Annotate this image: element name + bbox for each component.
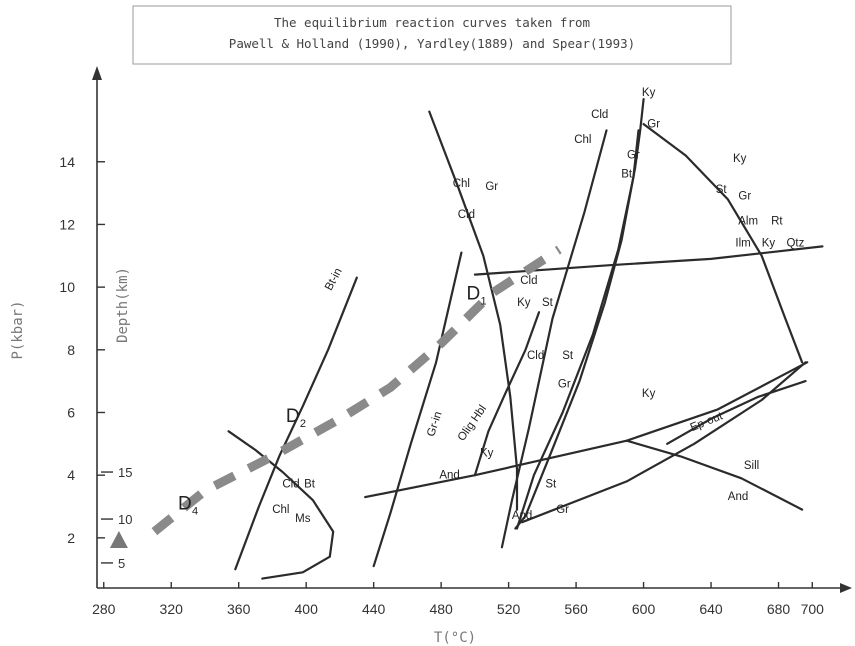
curve-label: Chl [453, 178, 470, 190]
reaction-curve-7 [514, 98, 645, 530]
y-tick-label: 8 [67, 342, 75, 358]
x-ticks: 280 320 360 400 440 480 520 560 600 640 680 700 [92, 582, 824, 617]
x-tick-label: 320 [160, 601, 184, 617]
chart-title: The equilibrium reaction curves taken fr… [274, 15, 590, 30]
depth-tick-label: 10 [118, 512, 132, 527]
curve-label: Ky [762, 237, 776, 249]
reaction-curve-5 [500, 129, 608, 549]
reaction-curve-4 [428, 110, 519, 511]
curve-label: Qtz [786, 237, 804, 249]
x-axis-title: T(°C) [434, 630, 476, 646]
curve-label: Ky [642, 388, 656, 400]
reaction-curve-6 [515, 129, 640, 530]
curve-label: Bt [304, 479, 316, 491]
reaction-curve-13 [666, 380, 807, 445]
deformation-label-sub: 1 [480, 296, 486, 308]
depth-ticks: 5 10 15 [101, 465, 132, 571]
y-ticks: 2 4 6 8 10 12 14 [59, 154, 105, 546]
depth-tick-label: 5 [118, 556, 125, 571]
x-tick-label: 280 [92, 601, 116, 617]
curve-label: Ilm [735, 237, 750, 249]
y-axis-arrow [92, 66, 102, 80]
chart-subtitle: Pawell & Holland (1990), Yardley(1889) a… [229, 36, 635, 51]
reaction-curves [227, 98, 824, 580]
curve-label: Olig Hbl [456, 403, 489, 443]
deformation-label-sub: 4 [192, 506, 198, 518]
curve-label: Gr-in [425, 410, 444, 438]
x-tick-label: 640 [699, 601, 723, 617]
curve-label: Ky [517, 297, 531, 309]
x-tick-label: 360 [227, 601, 251, 617]
curve-label: Chl [574, 134, 591, 146]
reaction-curve-14 [625, 439, 804, 511]
path-labels: D 4D 2D 1 [178, 284, 487, 518]
curve-label: Rt [771, 215, 783, 227]
reaction-curve-11 [473, 311, 541, 477]
curve-label: Cld [458, 209, 475, 221]
curve-label: Gr [738, 190, 751, 202]
curve-label: And [728, 491, 748, 503]
reaction-curve-8 [642, 123, 804, 364]
deformation-label: D [466, 284, 480, 305]
start-marker-triangle [109, 530, 128, 548]
x-tick-label: 680 [767, 601, 791, 617]
deformation-label: D [178, 494, 192, 515]
y-tick-label: 6 [67, 404, 75, 420]
x-tick-label: 700 [801, 601, 825, 617]
pt-path-line [151, 245, 562, 536]
curve-label: Cld [527, 350, 544, 362]
x-tick-label: 560 [564, 601, 588, 617]
curve-label: Gr [647, 118, 660, 130]
x-tick-label: 480 [429, 601, 453, 617]
y-tick-label: 4 [67, 467, 75, 483]
curve-label: Gr [556, 504, 569, 516]
curve-label: Cld [591, 109, 608, 121]
curve-label: Cld [520, 275, 537, 287]
y-tick-label: 10 [59, 279, 75, 295]
curve-label: Gr [627, 150, 640, 162]
curve-label: St [562, 350, 574, 362]
x-tick-label: 600 [632, 601, 656, 617]
x-axis-arrow [840, 583, 852, 593]
y-axis-title: P(kbar) [10, 300, 26, 359]
deformation-label: D [286, 406, 300, 427]
title-box: The equilibrium reaction curves taken fr… [132, 5, 732, 65]
curve-label: Bt [621, 168, 633, 180]
axes [92, 66, 852, 593]
curve-label: Alm [738, 215, 758, 227]
curve-label: Gr [558, 378, 571, 390]
x-tick-label: 520 [497, 601, 521, 617]
curve-label: Ky [480, 447, 494, 459]
curve-label: Chl [272, 504, 289, 516]
y-tick-label: 12 [59, 216, 75, 232]
curve-label: And [439, 469, 459, 481]
curve-label: St [545, 479, 557, 491]
x-tick-label: 400 [295, 601, 319, 617]
reaction-curve-9 [473, 245, 824, 276]
curve-label: Bt-in [323, 266, 345, 293]
y-tick-label: 14 [59, 154, 75, 170]
curve-label: Sill [744, 460, 759, 472]
pt-path [109, 245, 562, 548]
curve-label: Ky [642, 87, 656, 99]
curve-label: Ky [733, 153, 747, 165]
reaction-curve-12 [521, 361, 807, 524]
x-tick-label: 440 [362, 601, 386, 617]
depth-tick-label: 15 [118, 465, 132, 480]
curve-label: Gr [485, 181, 498, 193]
depth-axis-title: Depth(km) [115, 267, 131, 343]
y-tick-label: 2 [67, 530, 75, 546]
curve-label: St [716, 184, 728, 196]
reaction-curve-3 [372, 251, 463, 568]
curve-label: And [512, 510, 532, 522]
deformation-label-sub: 2 [300, 418, 306, 430]
reaction-curve-1 [234, 276, 358, 571]
curve-label: Ms [295, 513, 311, 525]
curve-label: Cld [282, 479, 299, 491]
curve-label: St [542, 297, 554, 309]
curve-annotations: Ky Cld Gr Chl Gr Bt Ky St Gr Chl Gr Cld Alm Rt Ilm Ky Qt… [272, 87, 804, 525]
reaction-curve-2 [227, 430, 335, 580]
